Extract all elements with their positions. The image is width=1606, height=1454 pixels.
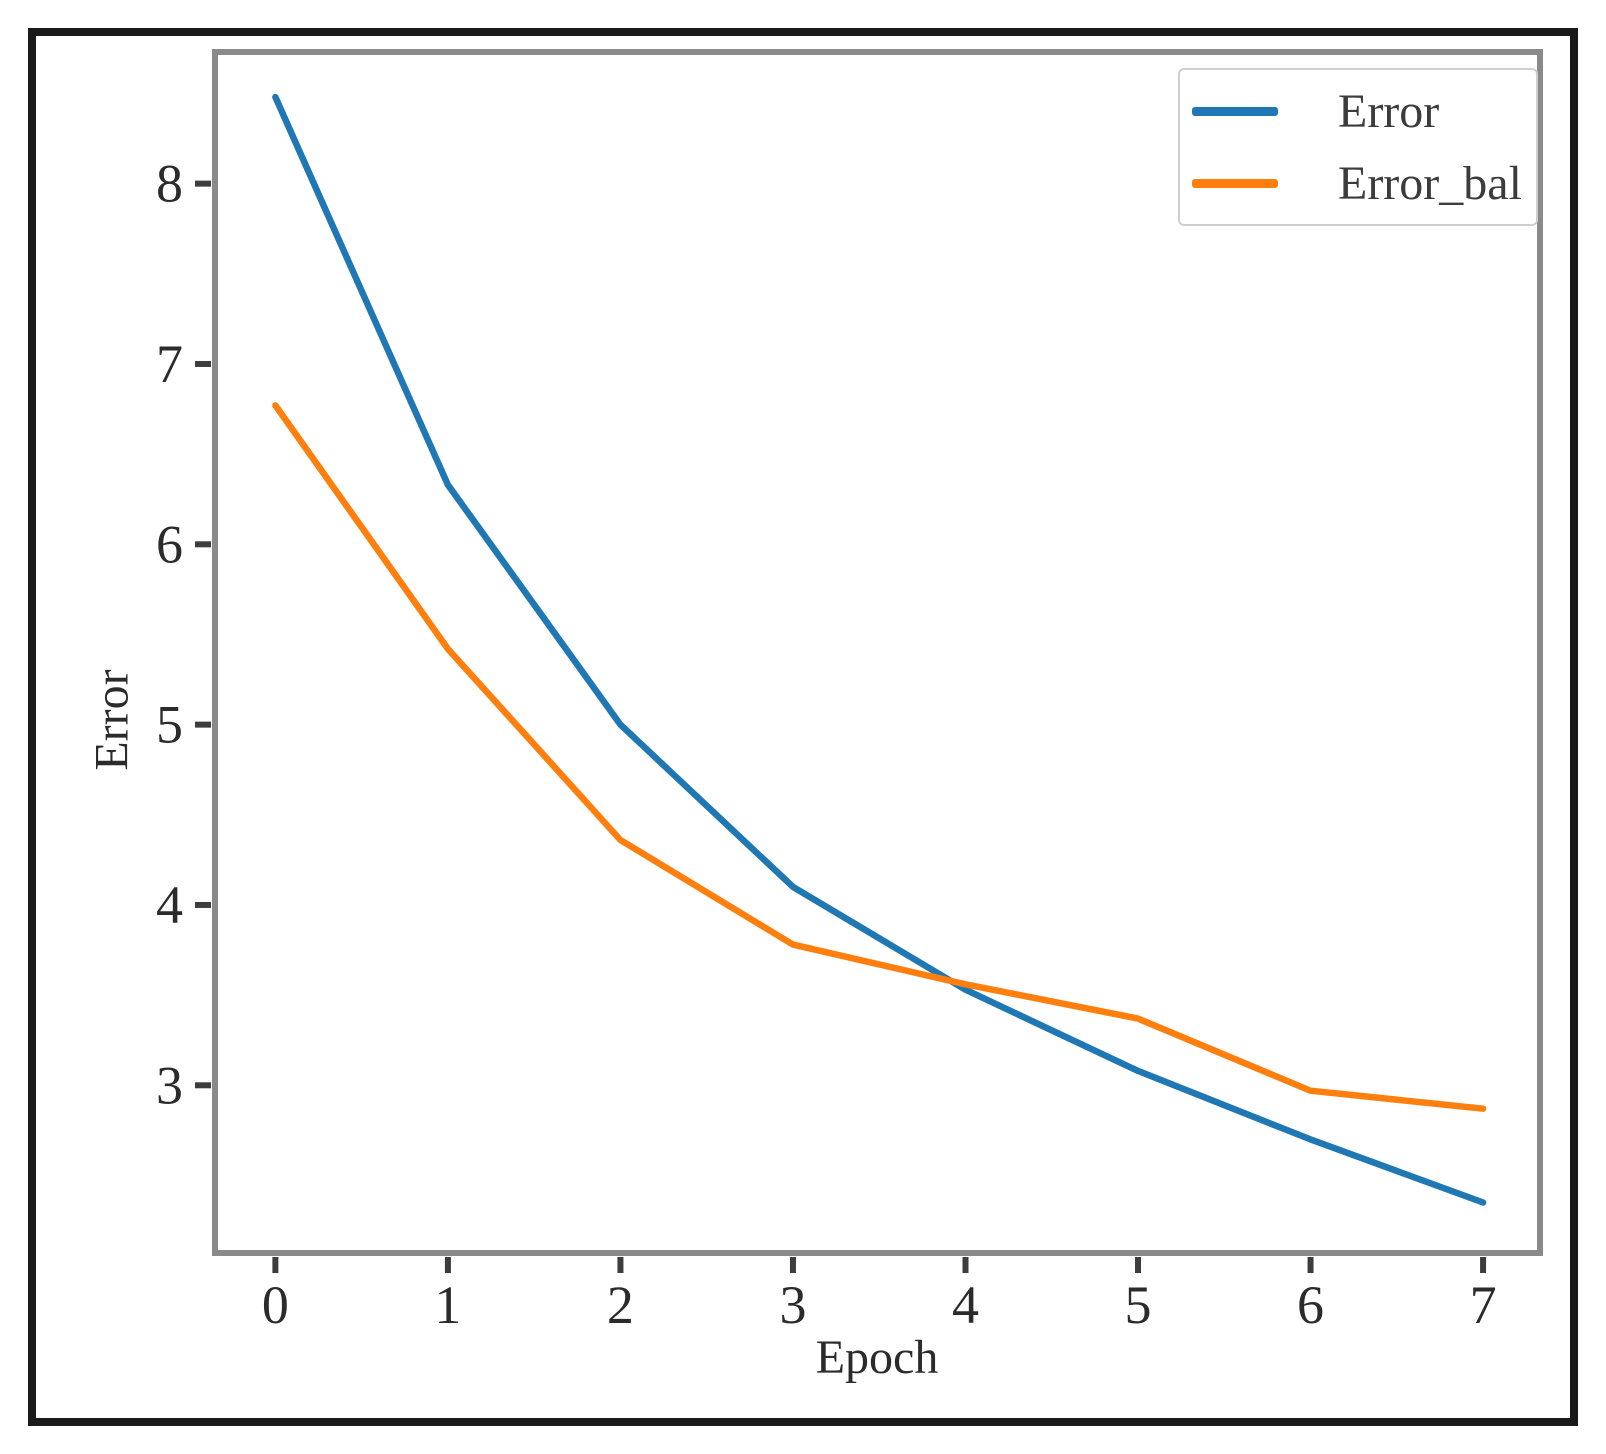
y-tick-label: 8 — [156, 154, 183, 214]
y-tick-label: 4 — [156, 875, 183, 935]
figure-border — [28, 28, 1578, 1426]
y-tick-label: 7 — [156, 334, 183, 394]
legend-label-error-bal: Error_bal — [1338, 156, 1522, 210]
series-line-error-bal — [272, 402, 1487, 1112]
x-tick-label: 2 — [607, 1275, 634, 1335]
legend-swatch-error — [1192, 106, 1278, 116]
legend-item-error-bal: Error_bal — [1180, 147, 1536, 219]
y-tick-label: 3 — [156, 1055, 183, 1115]
x-tick-label: 4 — [952, 1275, 979, 1335]
x-tick-label: 6 — [1297, 1275, 1324, 1335]
series-line-error — [272, 93, 1487, 1206]
y-tick-label: 5 — [156, 695, 183, 755]
legend-swatch-error-bal — [1192, 178, 1278, 188]
plot-spines — [212, 49, 1543, 1256]
legend: Error Error_bal — [1178, 68, 1538, 226]
legend-item-error: Error — [1180, 75, 1536, 147]
y-axis-label: Error — [85, 669, 139, 771]
x-axis-label: Epoch — [815, 1331, 939, 1384]
x-tick-label: 0 — [262, 1275, 289, 1335]
legend-label-error: Error — [1338, 84, 1440, 138]
y-tick-label: 6 — [156, 514, 183, 574]
x-tick-label: 7 — [1470, 1275, 1497, 1335]
x-tick-label: 3 — [779, 1275, 806, 1335]
x-tick-label: 1 — [434, 1275, 461, 1335]
x-tick-label: 5 — [1125, 1275, 1152, 1335]
